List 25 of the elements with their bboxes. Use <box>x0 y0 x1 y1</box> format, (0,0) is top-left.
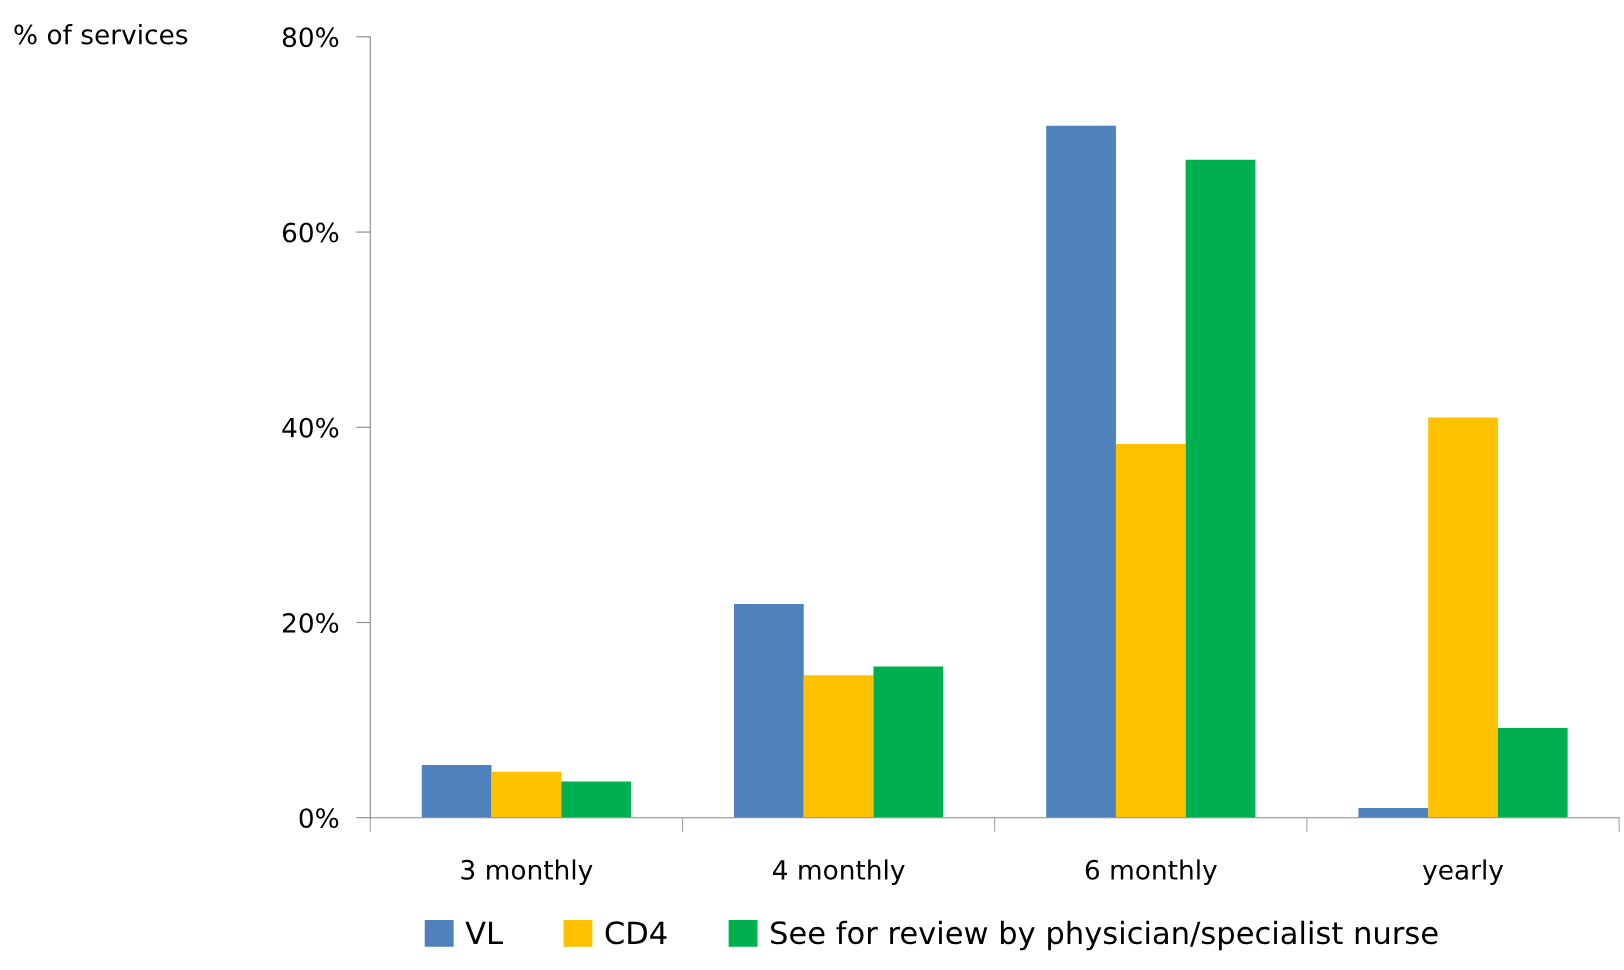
bar <box>1428 417 1498 818</box>
y-axis-title: % of services <box>14 24 188 45</box>
bar <box>1115 443 1186 818</box>
x-tick-label: 4 monthly <box>773 859 905 885</box>
legend-label: See for review by physician/specialist nurse <box>771 920 1438 951</box>
y-tick-label: 80% <box>282 27 339 48</box>
bar <box>491 771 562 818</box>
bar <box>561 781 631 818</box>
bar <box>1358 807 1429 818</box>
bar <box>734 603 804 818</box>
legend-label: CD4 <box>605 921 667 945</box>
bar <box>1497 727 1568 818</box>
x-tick-label: yearly <box>1422 859 1504 885</box>
bar <box>421 765 492 818</box>
bar <box>873 666 944 818</box>
x-tick-label: 6 monthly <box>1085 859 1217 885</box>
bar <box>1046 125 1116 818</box>
y-tick-label: 0% <box>299 808 339 829</box>
y-tick-label: 20% <box>283 612 339 633</box>
bar <box>1185 159 1256 818</box>
bar <box>803 675 874 818</box>
y-tick-label: 60% <box>282 222 339 243</box>
y-tick-label: 40% <box>282 417 339 438</box>
x-tick-label: 3 monthly <box>461 859 593 885</box>
legend-label: VL <box>465 921 503 944</box>
